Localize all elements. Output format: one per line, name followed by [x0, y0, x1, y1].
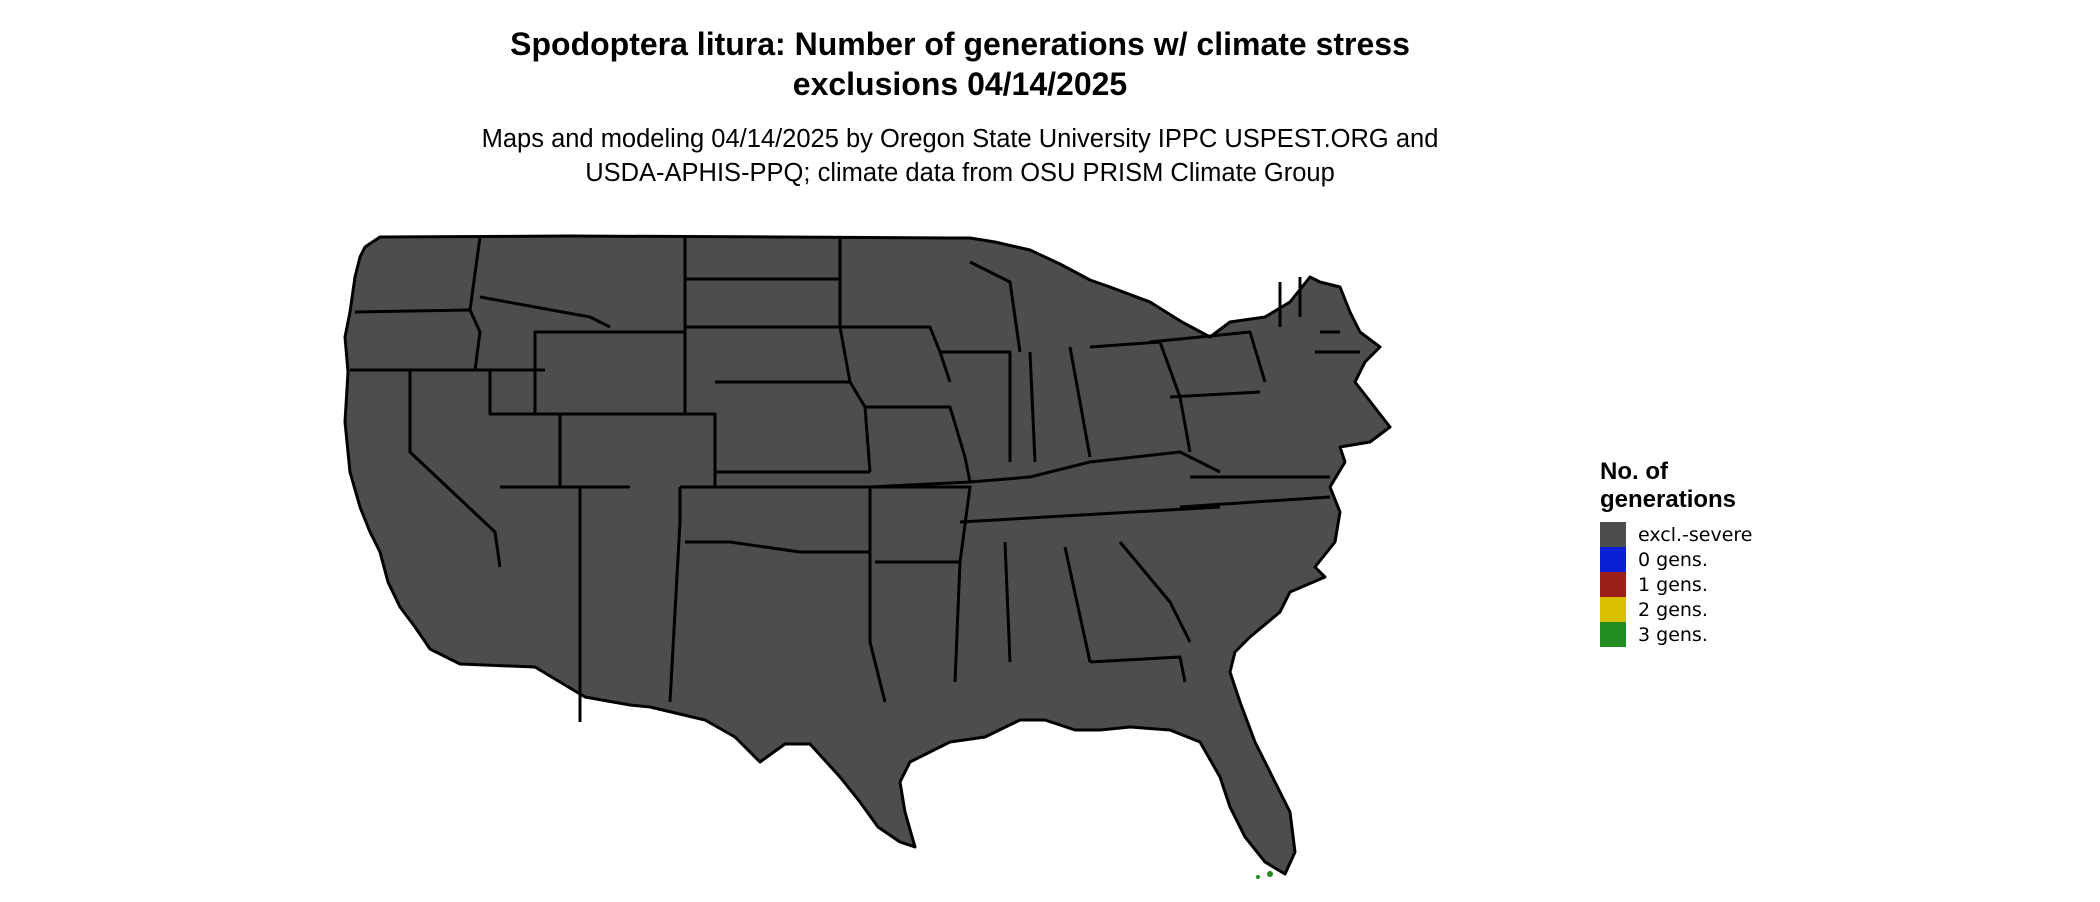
state-line-or-wa	[354, 308, 471, 314]
legend-title: No. of generations	[1600, 458, 1790, 514]
map-subtitle-line2: USDA-APHIS-PPQ; climate data from OSU PR…	[585, 159, 1335, 187]
state-line-nc-va	[1179, 475, 1331, 509]
state-line-id-west	[468, 236, 482, 371]
legend-swatch-1-gens	[1600, 572, 1626, 597]
state-line-tx-la	[868, 552, 887, 703]
legend-swatch-excluded	[1600, 522, 1626, 547]
state-line-in-oh	[1028, 340, 1192, 463]
state-line-mt-south	[479, 295, 611, 329]
legend-item-2-gens: 2 gens.	[1600, 597, 1790, 622]
state-line-tn	[959, 505, 1221, 524]
legend-item-3-gens: 3 gens.	[1600, 622, 1790, 647]
legend-label-0-gens: 0 gens.	[1638, 548, 1708, 571]
legend-item-excluded: excl.-severe	[1600, 522, 1790, 547]
three-gens-florida-keys	[1267, 871, 1273, 877]
map-subtitle-line1: Maps and modeling 04/14/2025 by Oregon S…	[481, 125, 1439, 153]
map-title-line2: exclusions 04/14/2025	[792, 66, 1128, 102]
state-line-ok	[680, 485, 872, 554]
legend-label-2-gens: 2 gens.	[1638, 598, 1708, 621]
legend-label-excluded: excl.-severe	[1638, 523, 1753, 546]
state-line-ne-ks	[715, 380, 872, 474]
legend-title-line1: No. of	[1600, 458, 1668, 485]
legend-swatch-0-gens	[1600, 547, 1626, 572]
map-legend: No. of generations excl.-severe 0 gens. …	[1600, 458, 1790, 647]
state-boundaries	[343, 234, 1392, 876]
legend-item-1-gens: 1 gens.	[1600, 572, 1790, 597]
state-line-co-box	[580, 412, 717, 487]
state-line-nv-ca	[408, 370, 502, 568]
state-line-ga-sc	[1089, 541, 1192, 683]
legend-swatch-2-gens	[1600, 597, 1626, 622]
legend-swatch-3-gens	[1600, 622, 1626, 647]
state-line-pa-ny	[1149, 330, 1267, 399]
map-subtitle: Maps and modeling 04/14/2025 by Oregon S…	[290, 122, 1630, 190]
map-title: Spodoptera litura: Number of generations…	[290, 24, 1630, 104]
legend-item-0-gens: 0 gens.	[1600, 547, 1790, 572]
us-generations-map	[343, 234, 1392, 879]
three-gens-florida-keys-2	[1256, 875, 1260, 879]
legend-label-1-gens: 1 gens.	[1638, 573, 1708, 596]
state-line-new-england	[1278, 277, 1360, 354]
state-line-mn-ia	[838, 237, 952, 383]
state-line-mo	[865, 405, 972, 489]
legend-label-3-gens: 3 gens.	[1638, 623, 1708, 646]
map-title-line1: Spodoptera litura: Number of generations…	[510, 26, 1410, 62]
state-line-ar	[870, 485, 972, 564]
legend-title-line2: generations	[1600, 486, 1737, 513]
state-line-wi-il	[940, 260, 1022, 462]
state-line-ms-al	[953, 541, 1092, 683]
state-line-nm-tx	[668, 487, 682, 703]
state-line-nd-sd	[683, 237, 840, 412]
state-line-ky	[969, 450, 1221, 484]
